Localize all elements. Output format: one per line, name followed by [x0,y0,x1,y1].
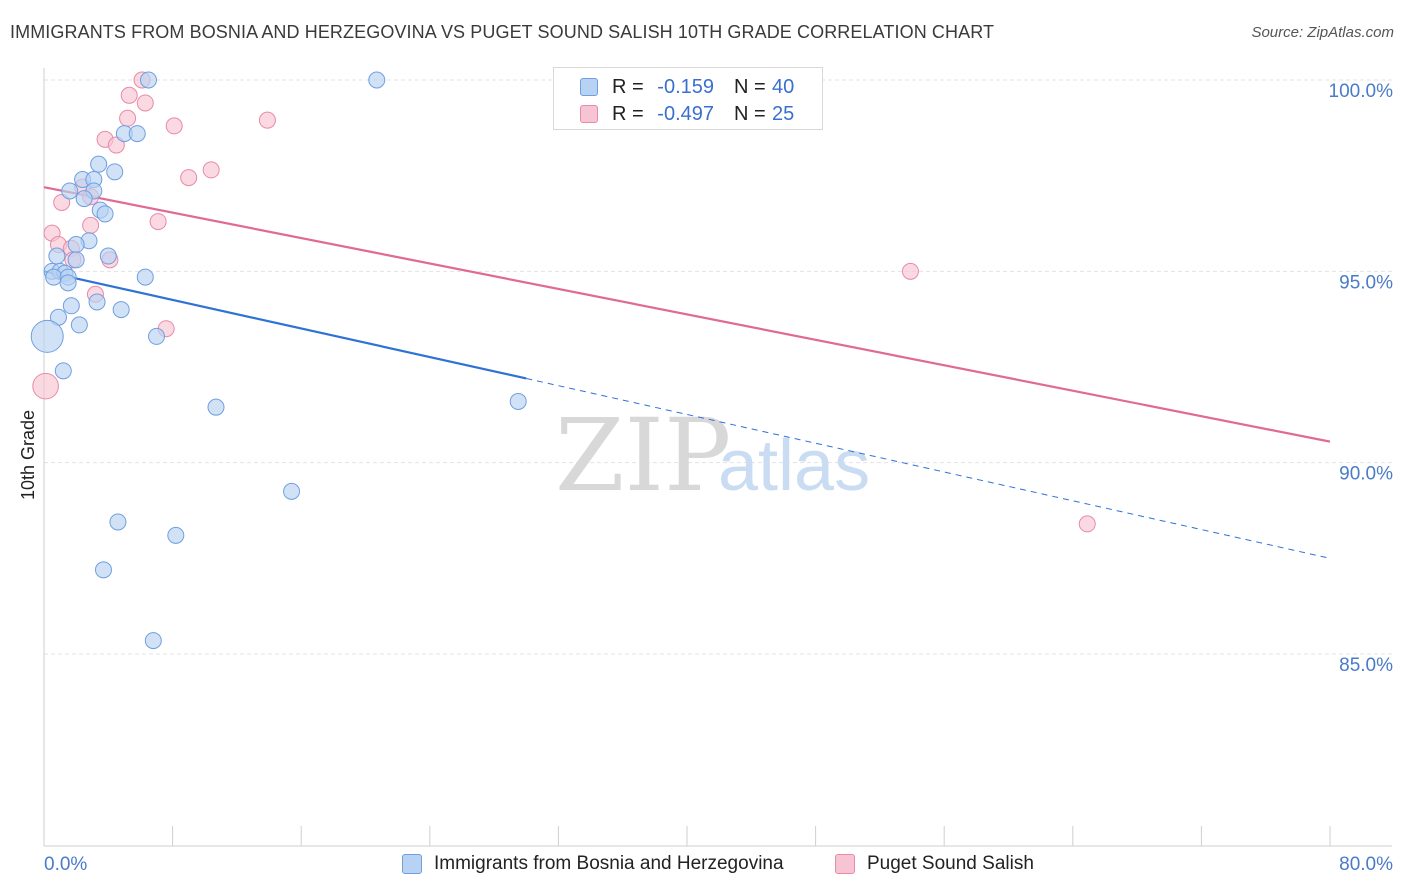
blue-data-point [96,205,114,223]
stats-row-pink: R = -0.497 N = 25 [554,101,822,129]
blue-data-point [67,251,85,269]
blue-data-point [136,268,154,286]
blue-data-point [88,293,106,311]
legend-label: Puget Sound Salish [867,853,1034,874]
blue-data-point [67,236,85,254]
n-value: 25 [772,103,795,125]
blue-data-point [128,125,146,143]
pink-data-point [258,111,276,129]
gridlines [44,79,1392,655]
legend-item-salish[interactable]: Puget Sound Salish [835,852,1065,876]
blue-data-point [90,155,108,173]
pink-data-point [165,117,183,135]
blue-data-point [109,513,127,531]
blue-data-point [54,362,72,380]
trend-lines [43,186,1331,559]
n-label: N = [734,103,766,125]
blue-data-point [207,398,225,416]
blue-data-point [75,190,93,208]
blue-data-point [106,163,124,181]
y-tick-label: 95.0% [1339,272,1393,293]
blue-data-point [30,319,64,353]
pink-data-point [180,169,198,187]
blue-data-point [167,526,185,544]
watermark: ZIP atlas [555,397,870,514]
pink-data-point [149,213,167,231]
r-value: -0.497 [657,103,714,125]
n-label: N = [734,76,766,98]
blue-data-point [139,71,157,89]
blue-data-point [144,632,162,650]
r-label: R = [612,103,644,125]
pink-swatch [835,854,855,874]
x-tick-label: 0.0% [44,854,87,875]
blue-swatch [402,854,422,874]
blue-data-point [148,327,166,345]
pink-data-point [120,86,138,104]
axes [43,68,1392,847]
pink-data-point [1078,515,1096,533]
y-tick-label: 90.0% [1339,464,1393,485]
pink-data-point [202,161,220,179]
blue-trend-line [43,270,527,380]
legend-item-bosnia[interactable]: Immigrants from Bosnia and Herzegovina [402,852,822,876]
pink-data-point [901,262,919,280]
pink-swatch [580,105,598,123]
x-tick-label: 80.0% [1339,854,1393,875]
y-tick-label: 100.0% [1329,81,1394,102]
source-label: Source: ZipAtlas.com [1251,24,1394,41]
blue-data-point [94,561,112,579]
stats-row-blue: R = -0.159 N = 40 [554,74,822,102]
legend-label: Immigrants from Bosnia and Herzegovina [434,853,784,874]
pink-data-point [82,216,100,234]
pink-data-point [53,193,71,211]
pink-data-point [32,372,59,400]
blue-swatch [580,78,598,96]
r-label: R = [612,76,644,98]
blue-trend-extension [526,377,1331,559]
watermark-atlas: atlas [718,426,870,506]
tick-labels: 85.0% 90.0% 95.0% 100.0% 0.0% 80.0% [44,81,1393,875]
blue-data-point [99,247,117,265]
watermark-zip: ZIP [555,397,731,514]
blue-data-point [48,247,66,265]
chart-title: IMMIGRANTS FROM BOSNIA AND HERZEGOVINA V… [10,22,995,42]
r-value: -0.159 [657,76,714,98]
blue-data-point [509,392,527,410]
y-tick-label: 85.0% [1339,655,1393,676]
pink-trend-line [43,186,1331,443]
blue-data-point [112,301,130,319]
pink-data-point [107,136,125,154]
blue-data-point [70,316,88,334]
n-value: 40 [772,76,795,98]
blue-data-point [61,182,79,200]
blue-data-point [368,71,386,89]
blue-data-point [62,297,80,315]
pink-data-point [119,109,137,127]
y-axis-label: 10th Grade [18,410,38,500]
blue-data-point [45,268,63,286]
blue-data-point [283,482,301,500]
data-points [30,71,1096,650]
blue-data-point [59,274,77,292]
pink-data-point [136,94,154,112]
stats-legend-box: R = -0.159 N = 40 R = -0.497 N = 25 [553,67,823,130]
